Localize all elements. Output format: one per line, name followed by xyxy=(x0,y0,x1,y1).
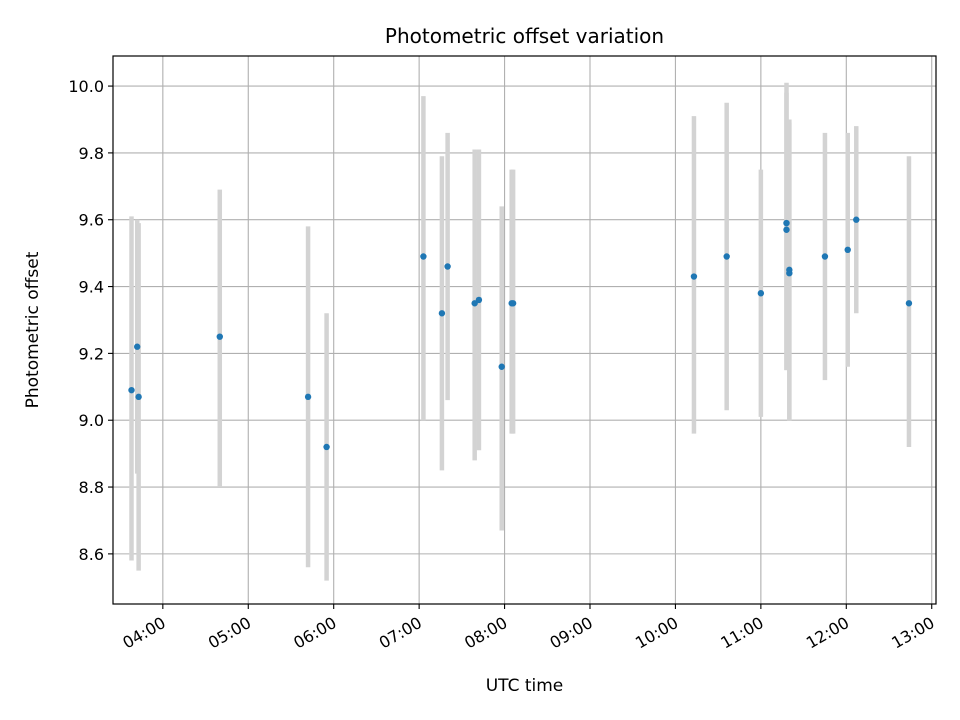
data-point xyxy=(844,246,851,254)
data-point xyxy=(475,296,483,304)
y-tick-label: 9.6 xyxy=(79,211,104,230)
y-tick-label: 8.8 xyxy=(79,478,104,497)
y-axis-title: Photometric offset xyxy=(23,251,43,408)
data-point xyxy=(498,363,505,370)
y-tick-label: 8.6 xyxy=(79,545,104,564)
data-point xyxy=(509,300,517,307)
data-point xyxy=(216,333,223,340)
data-point xyxy=(783,219,790,227)
x-axis-title: UTC time xyxy=(486,676,564,696)
data-point xyxy=(135,393,142,401)
y-tick-label: 9.0 xyxy=(79,411,104,430)
data-point xyxy=(786,269,793,277)
data-point xyxy=(853,216,860,223)
y-tick-label: 9.4 xyxy=(79,278,104,297)
data-point xyxy=(783,226,790,233)
data-point xyxy=(438,310,446,317)
chart-title: Photometric offset variation xyxy=(385,24,664,48)
y-axis: 8.6 8.8 9.0 9.2 9.4 9.6 9.8 10.0 xyxy=(68,77,113,564)
data-point xyxy=(128,386,135,394)
y-tick-label: 10.0 xyxy=(68,77,104,96)
data-point xyxy=(444,263,451,270)
data-point xyxy=(690,273,698,280)
markers xyxy=(128,216,913,451)
data-point xyxy=(134,343,141,350)
data-point xyxy=(323,443,330,451)
data-point xyxy=(723,253,730,260)
y-tick-label: 9.8 xyxy=(79,144,104,163)
data-point xyxy=(821,253,829,260)
plot-frame xyxy=(112,55,937,605)
data-point xyxy=(304,393,312,401)
y-tick-label: 9.2 xyxy=(79,344,104,363)
data-point xyxy=(905,300,913,307)
data-point xyxy=(757,290,765,297)
data-point xyxy=(420,253,427,260)
